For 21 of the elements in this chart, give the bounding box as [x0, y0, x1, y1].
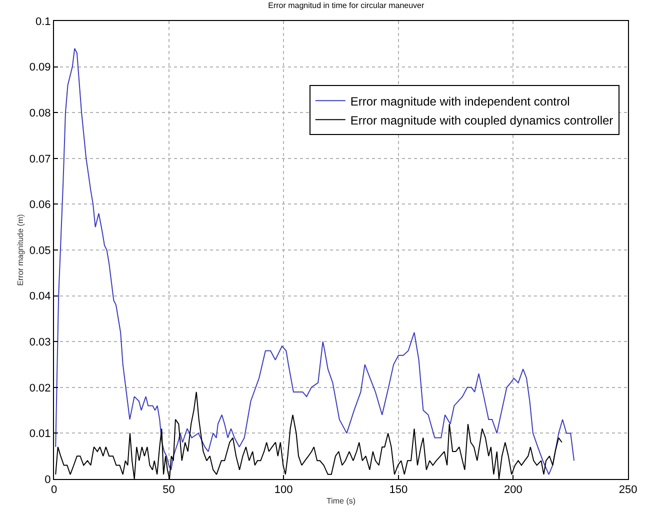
x-tick-label: 50	[162, 484, 175, 496]
y-tick-label: 0.09	[29, 62, 51, 74]
y-tick-label: 0.04	[29, 290, 51, 303]
x-tick-label: 250	[618, 484, 638, 496]
y-tick-label: 0.01	[29, 428, 51, 440]
legend-label: Error magnitude with coupled dynamics controller	[350, 113, 614, 128]
y-tick-label: 0.1	[36, 16, 51, 28]
y-axis-title: Error magnitude (m)	[16, 214, 26, 286]
x-tick-label: 150	[389, 484, 408, 496]
chart-title: Error magnitud in time for circular maneuver	[268, 1, 425, 10]
y-tick-label: 0	[44, 474, 51, 486]
x-tick-label: 100	[274, 484, 293, 496]
y-tick-label: 0.08	[29, 107, 51, 120]
y-tick-label: 0.03	[29, 336, 51, 348]
legend-label: Error magnitude with independent control	[350, 94, 570, 108]
y-tick-label: 0.06	[29, 199, 51, 212]
y-tick-label: 0.02	[29, 382, 51, 394]
y-tick-label: 0.05	[29, 244, 51, 257]
x-tick-label: 200	[504, 484, 522, 496]
x-axis-title: Time (s)	[326, 496, 356, 506]
y-tick-label: 0.07	[29, 153, 51, 166]
